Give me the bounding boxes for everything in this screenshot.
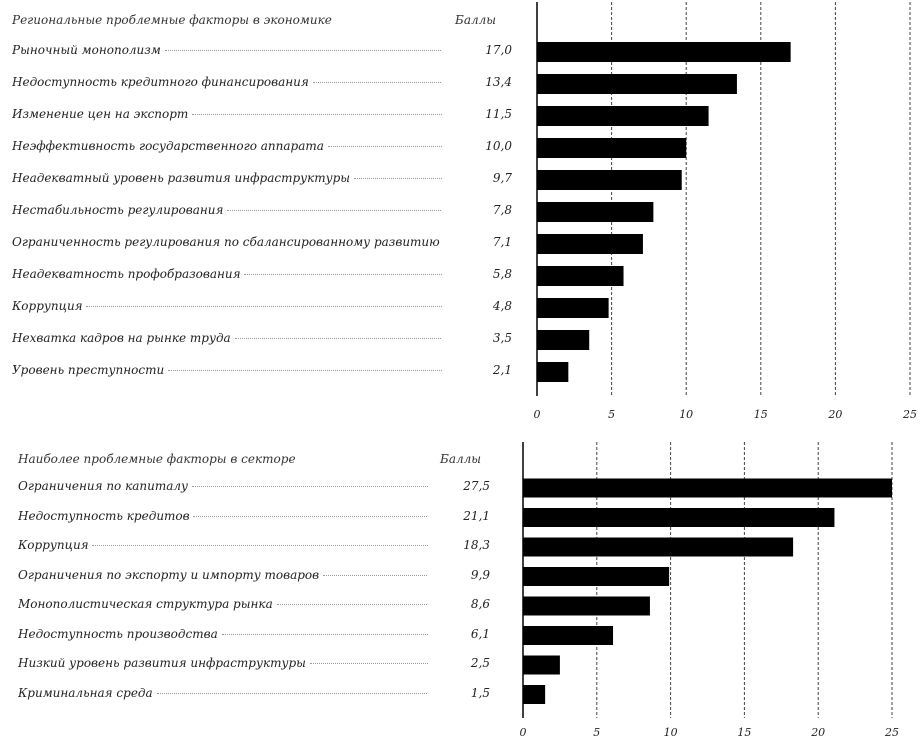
chart-1-bar xyxy=(537,298,609,318)
chart-2-category-label: Криминальная среда xyxy=(18,686,428,700)
chart-2-value-label: 6,1 xyxy=(470,626,490,641)
chart-2-value-label: 1,5 xyxy=(470,685,490,700)
chart-1-bar xyxy=(537,330,590,350)
chart-2-bar xyxy=(523,537,794,557)
chart-1-value-label: 13,4 xyxy=(485,75,512,89)
chart-2-value-label: 9,9 xyxy=(470,567,490,582)
chart-1-bar xyxy=(537,362,569,382)
chart-1-value-label: 9,7 xyxy=(492,171,512,185)
chart-2-plot: 0 5 10 15 20 25 xyxy=(520,442,899,739)
chart-1-bar xyxy=(537,234,643,254)
chart-2-x-tick-label: 20 xyxy=(810,726,825,739)
chart-2-bar xyxy=(523,655,560,675)
chart-2-category-label: Коррупция xyxy=(18,538,428,552)
chart-2-category-label: Недоступность производства xyxy=(18,627,428,641)
chart-2-value-label: 21,1 xyxy=(463,508,490,523)
chart-2-x-tick-label: 25 xyxy=(884,726,899,739)
chart-2-bar xyxy=(523,685,546,704)
chart-1-category-label: Неэффективность государственного аппарат… xyxy=(12,139,442,153)
chart-2-category-label: Недоступность кредитов xyxy=(18,509,428,523)
chart-2-x-tick-label: 15 xyxy=(737,726,751,739)
chart-1-category-label: Коррупция xyxy=(12,299,442,313)
chart-1-category-label: Ограниченность регулирования по сбаланси… xyxy=(12,235,442,249)
chart-1-value-label: 4,8 xyxy=(492,299,512,313)
chart-1-bar xyxy=(537,138,687,158)
chart-2-category-label: Ограничения по экспорту и импорту товаро… xyxy=(18,568,428,582)
chart-2-category-label: Монополистическая структура рынка xyxy=(18,597,428,611)
chart-2-value-label: 2,5 xyxy=(470,656,490,670)
chart-1-bar xyxy=(537,266,624,286)
chart-1-category-label: Рыночный монополизм xyxy=(12,43,442,57)
chart-1-header-value: Баллы xyxy=(455,13,497,27)
chart-1-category-label: Недоступность кредитного финансирования xyxy=(12,75,442,89)
chart-1-value-label: 2,1 xyxy=(492,363,512,377)
chart-2-value-label: 18,3 xyxy=(463,538,490,552)
chart-2-bar xyxy=(523,508,835,527)
chart-2-header-label: Наиболее проблемные факторы в секторе xyxy=(18,452,296,466)
chart-1-category-label: Уровень преступности xyxy=(12,363,442,377)
chart-2-bar xyxy=(523,596,650,616)
chart-1-category-label: Нестабильность регулирования xyxy=(12,203,442,217)
chart-1-x-tick-label: 0 xyxy=(534,408,541,421)
chart-1-value-label: 5,8 xyxy=(492,267,512,281)
chart-2-bar xyxy=(523,478,892,498)
chart-2-value-label: 8,6 xyxy=(470,597,490,611)
chart-1-x-tick-label: 10 xyxy=(679,408,693,421)
chart-1-x-tick-label: 20 xyxy=(827,408,842,421)
chart-1-value-label: 17,0 xyxy=(485,43,512,57)
chart-1-category-label: Неадекватный уровень развития инфраструк… xyxy=(12,171,442,185)
chart-1-value-label: 7,8 xyxy=(492,203,512,217)
chart-2-header-value: Баллы xyxy=(440,452,482,466)
chart-1-category-label: Изменение цен на экспорт xyxy=(12,107,442,121)
chart-2-value-label: 27,5 xyxy=(463,479,490,493)
chart-1-x-tick-label: 5 xyxy=(608,408,615,421)
chart-1-plot: 0 5 10 15 20 25 xyxy=(534,2,917,421)
chart-panel-2: Наиболее проблемные факторы в секторе Ба… xyxy=(0,440,921,740)
chart-1-header-label: Региональные проблемные факторы в эконом… xyxy=(12,13,332,27)
chart-1-x-tick-label: 25 xyxy=(902,408,917,421)
chart-panel-1: Региональные проблемные факторы в эконом… xyxy=(12,2,917,421)
chart-2-x-tick-label: 5 xyxy=(593,726,600,739)
chart-1-value-label: 11,5 xyxy=(485,107,512,121)
chart-1-bar xyxy=(537,106,709,126)
chart-1-bar xyxy=(537,74,737,94)
chart-2-x-tick-label: 0 xyxy=(520,726,527,739)
chart-2-x-tick-label: 10 xyxy=(664,726,678,739)
chart-1-value-label: 10,0 xyxy=(485,139,512,153)
chart-1-value-label: 7,1 xyxy=(492,235,512,249)
chart-1-bar xyxy=(537,170,682,190)
chart-2-category-label: Ограничения по капиталу xyxy=(18,479,428,493)
chart-2-bar xyxy=(523,567,670,586)
chart-2-category-label: Низкий уровень развития инфраструктуры xyxy=(18,656,428,670)
chart-1-category-label: Нехватка кадров на рынке труда xyxy=(12,331,442,345)
chart-1-bar xyxy=(537,42,791,62)
chart-1-value-label: 3,5 xyxy=(492,331,512,345)
chart-2-bar xyxy=(523,626,614,645)
chart-1-category-label: Неадекватность профобразования xyxy=(12,267,442,281)
chart-1-bar xyxy=(537,202,654,222)
chart-1-x-tick-label: 15 xyxy=(754,408,768,421)
